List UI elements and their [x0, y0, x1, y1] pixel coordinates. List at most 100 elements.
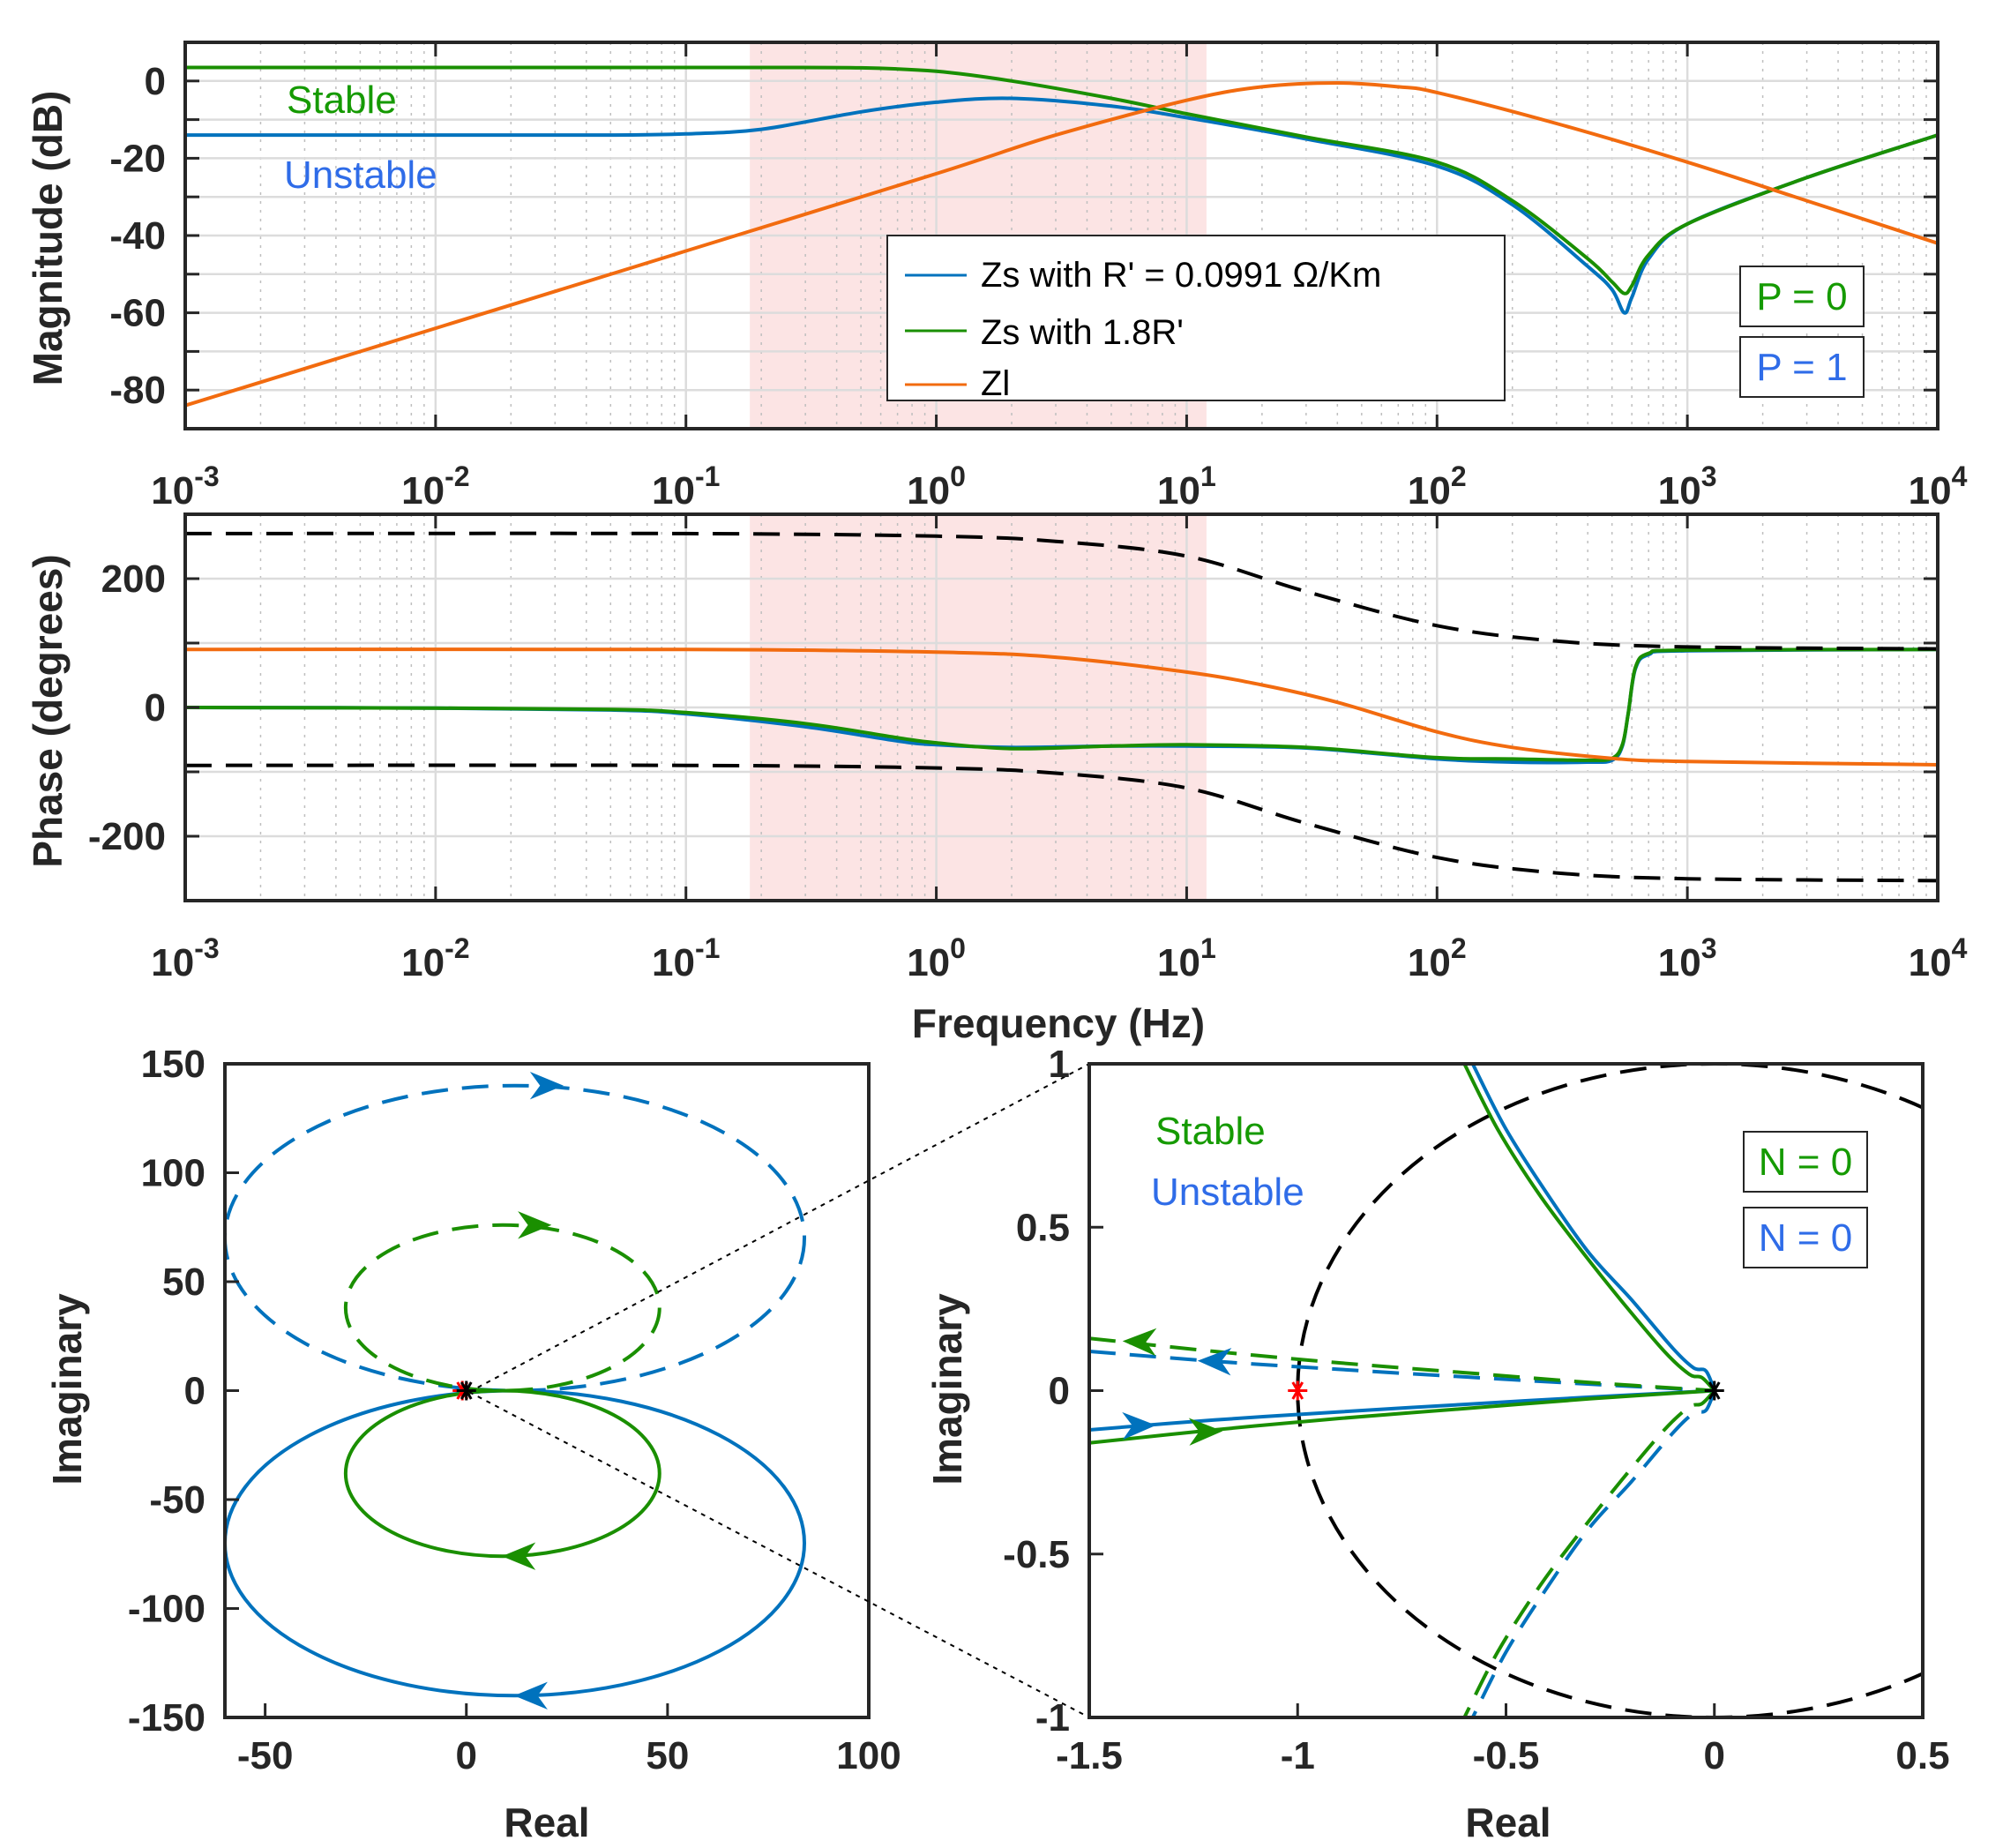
direction-arrow [1122, 1328, 1157, 1357]
series-lines [1089, 1064, 1923, 1717]
nyquist-curve-blue [225, 1388, 806, 1698]
frequency-xlabel: Frequency (Hz) [912, 1000, 1205, 1046]
direction-arrow [518, 1211, 552, 1239]
series-line-black [184, 763, 1939, 883]
y-tick-label: 0.5 [1016, 1206, 1070, 1249]
x-tick-label: 101 [1157, 460, 1216, 513]
x-tick-label: 10-3 [151, 460, 219, 513]
ticks: -1.5 -1 -0.5 0 0.510.50-0.5-1 [1003, 1043, 1949, 1777]
y-tick-label: 0 [184, 1370, 206, 1413]
n-stable-box [1743, 1131, 1868, 1193]
ticks: 0 -20 -40 -60 -80 10-3 10-2 10-1 100 101 102 103 104 [109, 41, 1968, 513]
nyquist-curve-blue [1470, 1064, 1716, 1392]
y-tick-label: 0 [1049, 1370, 1070, 1413]
plot-area [1089, 1064, 1923, 1717]
nyquist-ylabel: Imaginary [44, 1293, 90, 1485]
nyquist-curve-green [1462, 1389, 1716, 1717]
plot-area [225, 1071, 806, 1710]
magnitude-ylabel: Magnitude (dB) [25, 91, 71, 386]
legend-label-orange: Zl [981, 364, 1010, 403]
y-tick-label: -40 [109, 214, 166, 258]
y-tick-label: 0 [145, 60, 166, 103]
series-lines [184, 531, 1939, 883]
x-tick-label: 0 [456, 1734, 477, 1777]
y-tick-label: -80 [109, 369, 166, 412]
zoom-connector-bottom [468, 1391, 1090, 1718]
zoom-stable-annotation: Stable [1155, 1110, 1266, 1153]
x-tick-label: 101 [1157, 932, 1216, 984]
series-lines [225, 1071, 806, 1710]
marker-black [1704, 1380, 1724, 1401]
phase-plot: 200 0 -200 10-3 10-2 10-1 100 101 102 103 104 Phas… [25, 513, 1968, 1046]
x-tick-label: 50 [646, 1734, 689, 1777]
p-unstable-label: P = 1 [1756, 346, 1847, 389]
nyquist-curve-blue [1470, 1389, 1716, 1717]
series-lines [184, 65, 1939, 408]
series-line-orange [184, 647, 1939, 767]
phase-ylabel: Phase (degrees) [25, 554, 71, 867]
marker-black [456, 1380, 476, 1401]
x-tick-label: 100 [907, 460, 966, 513]
x-tick-label: 103 [1658, 460, 1717, 513]
x-tick-label: 103 [1658, 932, 1717, 984]
p-stable-box [1739, 266, 1865, 327]
series-line-black [184, 531, 1939, 651]
y-tick-label: 1 [1049, 1043, 1070, 1086]
p-unstable-box [1739, 336, 1865, 398]
legend-box [886, 235, 1506, 401]
y-tick-label: 200 [101, 557, 166, 601]
y-tick-label: -0.5 [1003, 1533, 1070, 1576]
nyquist-curve-blue [225, 1083, 806, 1393]
series-line-green [184, 647, 1939, 762]
x-tick-label: -0.5 [1473, 1734, 1540, 1777]
x-tick-label: 102 [1408, 932, 1467, 984]
nyquist-xlabel: Real [504, 1799, 589, 1845]
x-tick-label: 0 [1704, 1734, 1725, 1777]
zoom-xlabel: Real [1465, 1799, 1551, 1845]
direction-arrow [1188, 1418, 1223, 1446]
y-tick-label: -150 [128, 1696, 206, 1740]
x-tick-label: 104 [1909, 932, 1968, 984]
zoom-connector-top [468, 1063, 1090, 1393]
nyquist-curve-green [1089, 1388, 1715, 1445]
ticks: 200 0 -200 10-3 10-2 10-1 100 101 102 103 104 [88, 513, 1968, 984]
x-tick-label: -50 [237, 1734, 294, 1777]
series-line-orange [184, 81, 1939, 408]
legend-label-green: Zs with 1.8R' [981, 313, 1184, 352]
direction-arrow [502, 1542, 536, 1570]
direction-arrow [513, 1681, 548, 1710]
x-tick-label: 100 [836, 1734, 901, 1777]
unstable-annotation: Unstable [284, 153, 437, 197]
y-tick-label: 0 [145, 686, 166, 729]
magnitude-plot: 0 -20 -40 -60 -80 10-3 10-2 10-1 100 101 102 103 104… [25, 41, 1968, 513]
x-tick-label: -1 [1281, 1734, 1315, 1777]
stable-annotation: Stable [287, 79, 397, 122]
y-tick-label: -100 [128, 1588, 206, 1631]
y-tick-label: 100 [141, 1152, 206, 1195]
x-tick-label: 10-2 [401, 932, 469, 984]
y-tick-label: 50 [162, 1261, 206, 1304]
nyquist-curve-green [1089, 1336, 1715, 1393]
nyquist-curve-green [1462, 1064, 1716, 1392]
x-tick-label: 10-3 [151, 932, 219, 984]
zoom-ylabel: Imaginary [924, 1293, 970, 1485]
legend: Zs with R' = 0.0991 Ω/Km Zs with 1.8R' Z… [886, 235, 1506, 403]
x-tick-label: 104 [1909, 460, 1968, 513]
unit-circle [1296, 1064, 1923, 1717]
x-tick-label: 100 [907, 932, 966, 984]
y-tick-label: -1 [1035, 1696, 1070, 1740]
x-tick-label: 102 [1408, 460, 1467, 513]
n-unstable-box [1743, 1207, 1868, 1268]
direction-arrow [1122, 1411, 1156, 1440]
direction-arrow [529, 1071, 564, 1100]
legend-label-blue: Zs with R' = 0.0991 Ω/Km [981, 256, 1381, 295]
n-unstable-label: N = 0 [1759, 1216, 1852, 1260]
n-stable-label: N = 0 [1759, 1141, 1852, 1184]
p-stable-label: P = 0 [1756, 275, 1847, 318]
ticks: -50 0 50 100 150 100 50 0 -50 -100 -150 [128, 1043, 901, 1777]
y-tick-label: -60 [109, 292, 166, 335]
x-tick-label: 10-1 [652, 460, 720, 513]
y-tick-label: -200 [88, 815, 166, 858]
